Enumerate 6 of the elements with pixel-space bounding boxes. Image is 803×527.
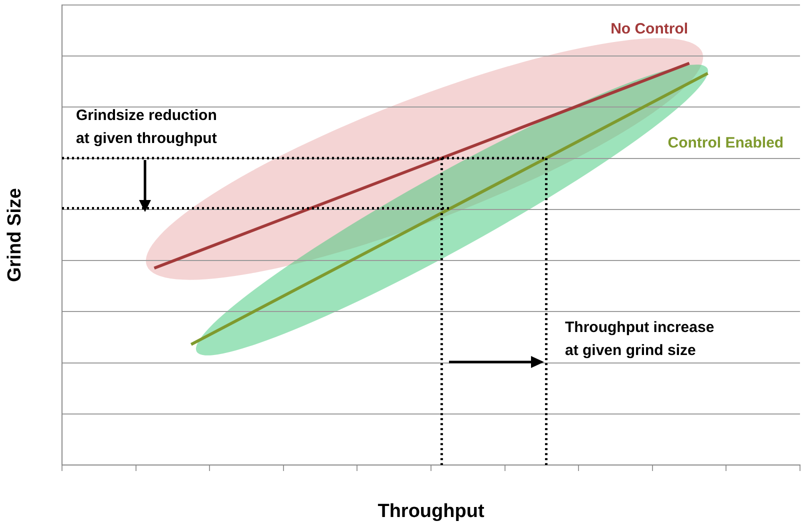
text: Control Enabled (668, 134, 784, 152)
x-axis-title: Throughput (378, 500, 485, 522)
annotation: Throughput increase at given grind size (565, 319, 714, 359)
series-label: No Control (610, 20, 688, 38)
annotation: Grindsize reduction at given throughput (76, 107, 217, 147)
y-axis-title: Grind Size (4, 188, 26, 282)
